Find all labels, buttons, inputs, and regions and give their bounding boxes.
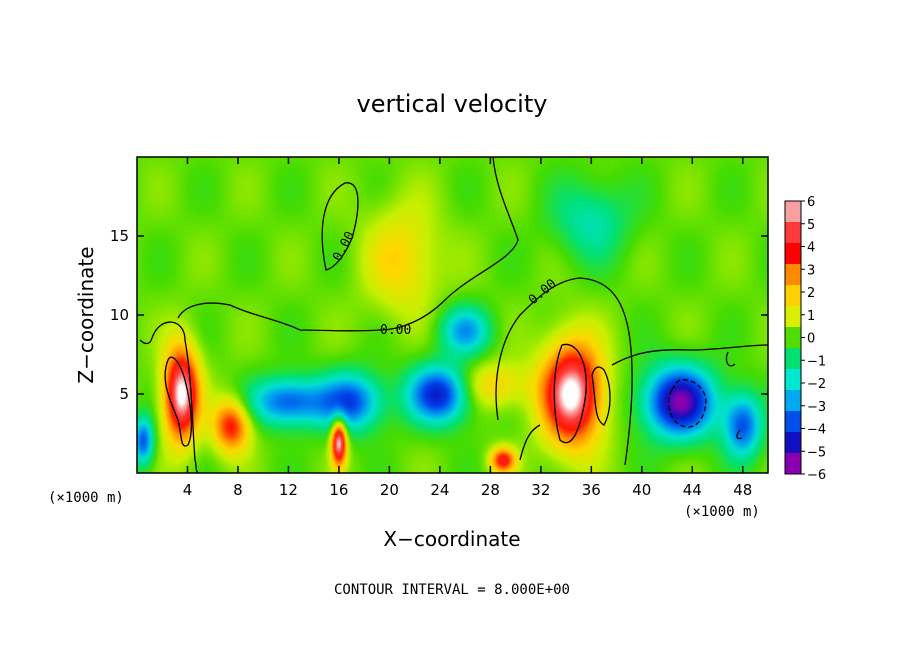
y-tick-label: 10	[110, 306, 129, 324]
colorbar-swatch	[785, 327, 801, 349]
x-unit-label-right: (×1000 m)	[684, 504, 760, 520]
colorbar-label: −3	[807, 400, 826, 415]
contour-line	[177, 156, 519, 332]
x-tick-label: 16	[329, 481, 348, 499]
colorbar-swatch	[785, 348, 801, 370]
x-tick-label: 8	[233, 481, 243, 499]
x-axis-label: X−coordinate	[383, 527, 520, 551]
y-axis-label: Z−coordinate	[74, 246, 98, 383]
x-tick-label: 4	[183, 481, 193, 499]
contour-interval-note: CONTOUR INTERVAL = 8.000E+00	[334, 582, 570, 598]
contour-line	[321, 182, 359, 271]
contour-label: 0.00	[380, 323, 411, 338]
colorbar-swatch	[785, 222, 801, 244]
contour-line	[736, 429, 743, 440]
x-unit-label-left: (×1000 m)	[48, 490, 124, 506]
chart-title: vertical velocity	[357, 90, 548, 118]
y-tick-label: 5	[119, 385, 129, 403]
colorbar-swatch	[785, 201, 801, 223]
x-tick-label: 20	[380, 481, 399, 499]
colorbar-swatch	[785, 411, 801, 433]
colorbar: 6 5 4 3 2 1 0 −1 −2 −3 −4 −5 −6	[784, 195, 826, 483]
contour-line	[553, 343, 587, 444]
x-tick-label: 48	[733, 481, 752, 499]
y-axis-ticks: 5 10 15	[110, 227, 768, 403]
colorbar-label: 0	[807, 332, 815, 347]
y-tick-label: 15	[110, 227, 129, 245]
zero-contours	[139, 156, 769, 474]
colorbar-swatch	[785, 306, 801, 328]
colorbar-swatch	[785, 390, 801, 412]
colorbar-swatch	[785, 432, 801, 454]
contour-line	[519, 424, 541, 461]
colorbar-swatch	[785, 243, 801, 265]
contour-line	[139, 337, 153, 345]
colorbar-label: −5	[807, 445, 826, 460]
colorbar-swatch	[785, 453, 801, 475]
x-tick-label: 28	[481, 481, 500, 499]
colorbar-swatch	[785, 369, 801, 391]
colorbar-swatch	[785, 285, 801, 307]
x-tick-label: 44	[683, 481, 702, 499]
colorbar-label: 2	[807, 286, 815, 301]
colorbar-label: −2	[807, 377, 826, 392]
contour-line	[495, 277, 633, 466]
contour-line	[164, 356, 193, 447]
colorbar-label: 4	[807, 241, 815, 256]
x-axis-ticks: 4 8 12 16 20 24 28 32 36 40 44 48	[183, 157, 752, 499]
x-tick-label: 12	[279, 481, 298, 499]
x-tick-label: 32	[531, 481, 550, 499]
x-tick-label: 36	[582, 481, 601, 499]
contour-line	[725, 351, 736, 367]
contour-line	[151, 321, 199, 474]
colorbar-label: −4	[807, 423, 826, 438]
contour-line	[591, 366, 611, 426]
colorbar-label: 6	[807, 195, 815, 210]
contour-line	[611, 344, 769, 366]
colorbar-label: 1	[807, 309, 815, 324]
colorbar-label: −1	[807, 354, 826, 369]
contour-line	[668, 379, 707, 428]
x-tick-label: 40	[632, 481, 651, 499]
colorbar-swatch	[785, 264, 801, 286]
heatmap-field	[137, 157, 768, 473]
plot-area: 0.000.000.00	[136, 156, 769, 474]
x-tick-label: 24	[430, 481, 449, 499]
colorbar-label: −6	[807, 468, 826, 483]
colorbar-label: 3	[807, 263, 815, 278]
colorbar-label: 5	[807, 218, 815, 233]
